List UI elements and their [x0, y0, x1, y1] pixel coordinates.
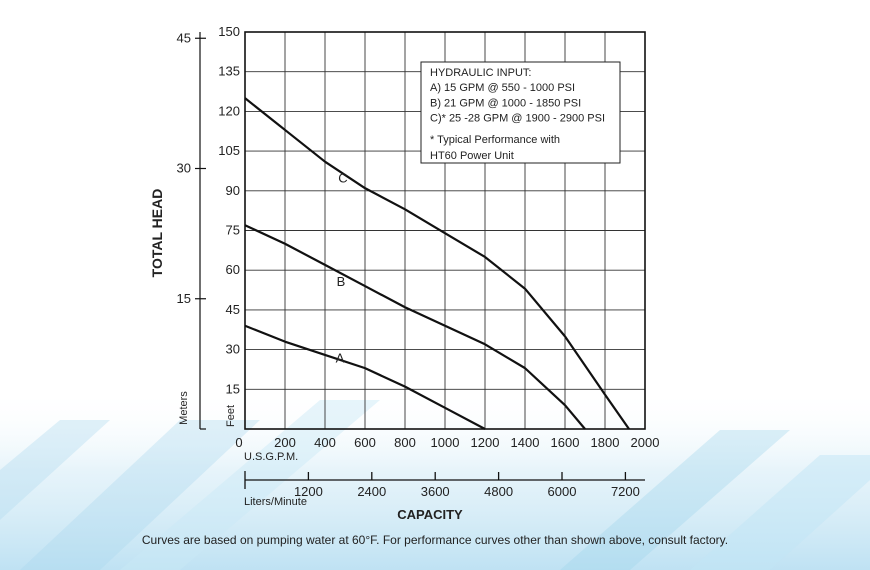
x-tick-label: 1200: [471, 435, 500, 450]
x-axis-unit-liters: Liters/Minute: [244, 496, 307, 508]
liters-tick-label: 3600: [421, 484, 450, 499]
liters-tick-label: 1200: [294, 484, 323, 499]
footnote: Curves are based on pumping water at 60°…: [141, 533, 729, 547]
liters-tick-label: 4800: [484, 484, 513, 499]
y-tick-label: 105: [218, 143, 240, 158]
x-tick-label: 400: [314, 435, 336, 450]
series-label-a: A: [336, 351, 345, 366]
y-axis-title: TOTAL HEAD: [149, 189, 165, 278]
meters-tick-label: 45: [177, 30, 191, 45]
liters-tick-label: 2400: [357, 484, 386, 499]
x-tick-label: 1600: [551, 435, 580, 450]
series-label-b: B: [337, 274, 346, 289]
x-tick-label: 600: [354, 435, 376, 450]
y-tick-label: 60: [226, 262, 240, 277]
y-axis-unit-meters: Meters: [178, 391, 190, 425]
y-tick-label: 150: [218, 24, 240, 39]
x-tick-label: 1400: [511, 435, 540, 450]
x-tick-label: 0: [235, 435, 242, 450]
x-tick-label: 800: [394, 435, 416, 450]
y-tick-label: 90: [226, 183, 240, 198]
legend-line: B) 21 GPM @ 1000 - 1850 PSI: [430, 97, 581, 109]
series-line-a: [244, 324, 486, 430]
y-tick-label: 45: [226, 302, 240, 317]
legend-line: A) 15 GPM @ 550 - 1000 PSI: [430, 82, 575, 94]
x-tick-label: 200: [274, 435, 296, 450]
x-tick-label: 2000: [631, 435, 660, 450]
legend-line: HT60 Power Unit: [430, 150, 514, 162]
x-tick-label: 1000: [431, 435, 460, 450]
y-tick-label: 15: [226, 381, 240, 396]
meters-tick-label: 30: [177, 161, 191, 176]
liters-tick-label: 7200: [611, 484, 640, 499]
liters-tick-label: 6000: [548, 484, 577, 499]
y-tick-label: 75: [226, 223, 240, 238]
x-axis-unit-gpm: U.S.G.P.M.: [244, 451, 298, 463]
series-line-b: [244, 224, 586, 430]
plot-frame: [244, 31, 646, 430]
y-tick-label: 120: [218, 103, 240, 118]
y-axis-unit-feet: Feet: [225, 405, 237, 427]
y-tick-label: 30: [226, 342, 240, 357]
y-tick-label: 135: [218, 64, 240, 79]
legend-line: * Typical Performance with: [430, 134, 560, 146]
series-label-c: C: [338, 171, 347, 186]
meters-tick-label: 15: [177, 291, 191, 306]
legend-box: HYDRAULIC INPUT: A) 15 GPM @ 550 - 1000 P…: [420, 61, 621, 164]
legend-line: C)* 25 -28 GPM @ 1900 - 2900 PSI: [430, 113, 605, 125]
x-axis-title: CAPACITY: [397, 507, 463, 522]
series-line-c: [244, 97, 630, 430]
x-tick-label: 1800: [591, 435, 620, 450]
legend-line: HYDRAULIC INPUT:: [430, 67, 531, 79]
